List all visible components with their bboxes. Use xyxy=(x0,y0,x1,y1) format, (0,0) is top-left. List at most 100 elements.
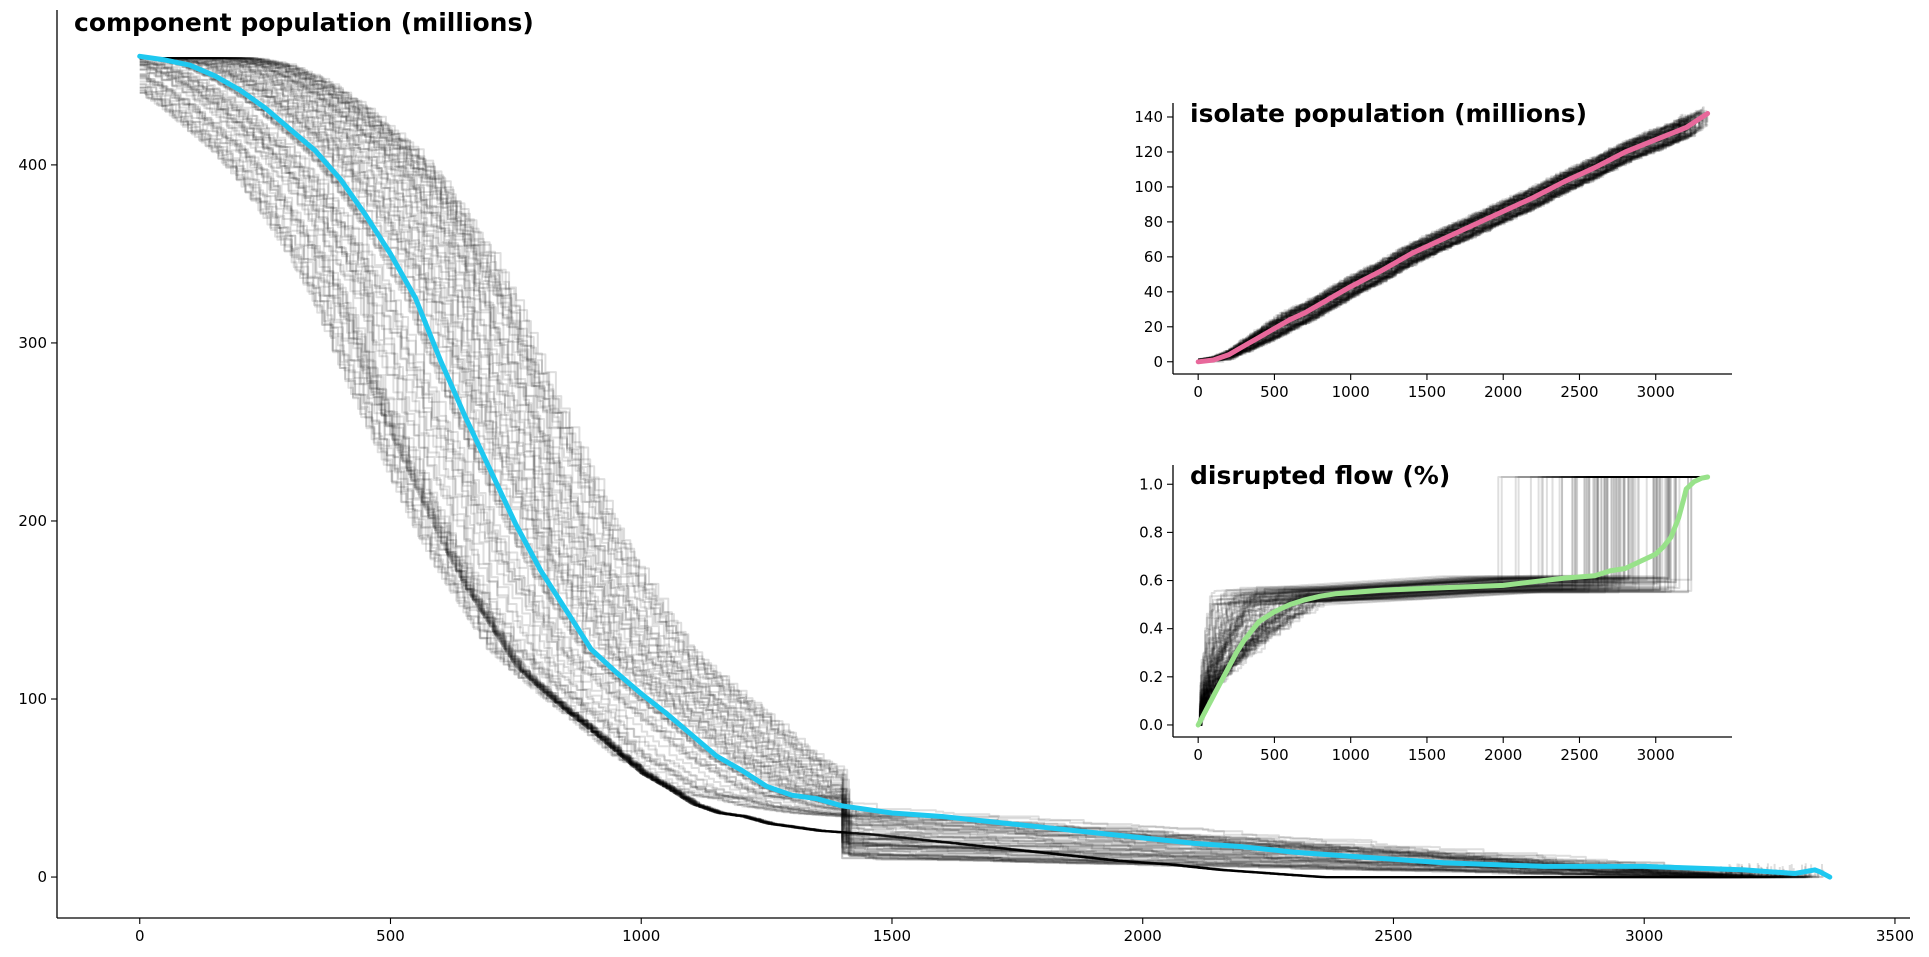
isolate-y-tick-label: 60 xyxy=(1144,248,1163,266)
isolate-trace-line xyxy=(1198,114,1689,363)
main-trace-line xyxy=(139,57,1778,879)
isolate-trace-line xyxy=(1198,121,1693,363)
main-trace-line xyxy=(139,91,1743,879)
flow-trace-line xyxy=(1198,476,1686,726)
main-chart: 0 500 1000 1500 2000 2500 3000 3500010020030040… xyxy=(18,8,1914,945)
isolate-trace-line xyxy=(1198,122,1686,363)
main-trace-line xyxy=(139,73,1817,878)
isolate-trace-line xyxy=(1198,115,1687,361)
main-trace-line xyxy=(139,91,1769,879)
main-trace-line xyxy=(139,63,1764,879)
flow-trace-line xyxy=(1198,476,1696,725)
isolate-trace-line xyxy=(1198,114,1693,361)
main-trace-line xyxy=(139,60,1751,878)
isolate-chart-title: isolate population (millions) xyxy=(1190,99,1587,128)
main-trace-line xyxy=(139,57,1795,877)
isolate-trace-line xyxy=(1198,124,1691,363)
isolate-trace-line xyxy=(1198,122,1686,363)
main-trace-line xyxy=(139,57,1744,879)
isolate-mean-line xyxy=(1195,111,1711,365)
isolate-trace-line xyxy=(1198,117,1682,362)
main-trace-line xyxy=(139,63,1729,879)
isolate-trace-line xyxy=(1198,120,1689,362)
isolate-y-tick-label: 40 xyxy=(1144,283,1163,301)
flow-trace-line xyxy=(1198,476,1684,725)
flow-x-tick-label: 2500 xyxy=(1560,746,1598,764)
flow-trace-line xyxy=(1198,476,1691,726)
main-trace-line xyxy=(139,57,1782,879)
flow-trace-line xyxy=(1198,476,1688,722)
isolate-trace-line xyxy=(1198,124,1684,361)
isolate-trace-line xyxy=(1198,124,1709,363)
main-x-tick-label: 0 xyxy=(135,927,145,945)
isolate-trace-line xyxy=(1198,117,1692,363)
flow-trace-line xyxy=(1198,476,1688,726)
flow-trace-line xyxy=(1198,476,1698,724)
main-trace-line xyxy=(139,57,1763,878)
main-trace-line xyxy=(139,59,1760,878)
isolate-trace-line xyxy=(1198,116,1682,363)
main-y-tick-label: 400 xyxy=(18,156,47,174)
isolate-trace-line xyxy=(1198,126,1702,363)
flow-trace-line xyxy=(1198,476,1679,725)
flow-trace-line xyxy=(1198,476,1698,724)
flow-trace-line xyxy=(1198,476,1679,725)
isolate-x-tick-label: 2500 xyxy=(1560,383,1598,401)
flow-trace-line xyxy=(1198,476,1699,721)
isolate-trace-line xyxy=(1198,114,1692,363)
main-trace-line xyxy=(139,57,1793,879)
main-trace-line xyxy=(139,57,1769,877)
main-trace-line xyxy=(139,61,1813,879)
main-y-tick-label: 300 xyxy=(18,334,47,352)
flow-trace-line xyxy=(1198,476,1694,726)
isolate-trace-line xyxy=(1198,126,1706,363)
flow-trace-line xyxy=(1198,476,1684,726)
main-chart-title: component population (millions) xyxy=(74,8,534,37)
isolate-trace-line xyxy=(1198,124,1682,363)
main-trace-line xyxy=(139,57,1728,879)
flow-x-tick-label: 2000 xyxy=(1484,746,1522,764)
main-trace-line xyxy=(139,57,1756,877)
isolate-trace-line xyxy=(1198,110,1702,361)
flow-y-tick-label: 0.2 xyxy=(1139,668,1163,686)
main-trace-line xyxy=(139,57,1809,879)
main-y-tick-label: 200 xyxy=(18,512,47,530)
main-trace-line xyxy=(139,76,1724,879)
isolate-trace-line xyxy=(1198,118,1688,362)
main-trace-line xyxy=(139,57,1753,877)
isolate-trace-line xyxy=(1198,115,1690,361)
isolate-y-tick-label: 100 xyxy=(1134,178,1163,196)
main-x-tick-label: 3000 xyxy=(1625,927,1663,945)
main-mean-line xyxy=(137,53,1833,880)
main-trace-line xyxy=(139,77,1733,879)
main-x-tick-label: 2000 xyxy=(1124,927,1162,945)
main-trace-line xyxy=(139,57,1753,876)
isolate-y-tick-label: 80 xyxy=(1144,213,1163,231)
flow-trace-line xyxy=(1198,476,1683,725)
flow-trace-line xyxy=(1198,476,1694,726)
isolate-trace-line xyxy=(1198,112,1700,361)
flow-y-tick-label: 0.8 xyxy=(1139,523,1163,541)
main-trace-line xyxy=(139,57,1807,879)
isolate-trace-line xyxy=(1198,127,1695,363)
isolate-y-tick-label: 20 xyxy=(1144,318,1163,336)
main-trace-line xyxy=(139,91,1737,879)
flow-trace-line xyxy=(1198,476,1690,726)
isolate-trace-line xyxy=(1198,121,1701,363)
main-trace-line xyxy=(139,57,1778,879)
main-trace-line xyxy=(139,75,1784,879)
flow-chart: 0 500 1000 1500 2000 2500 3000 0.0 0.2 0.4 0.6 0.8 1… xyxy=(1139,461,1732,764)
isolate-trace-line xyxy=(1198,106,1705,363)
main-trace-line xyxy=(139,73,1823,879)
flow-trace-line xyxy=(1198,476,1691,726)
isolate-trace-line xyxy=(1198,128,1692,362)
isolate-trace-line xyxy=(1198,115,1689,363)
isolate-trace-line xyxy=(1198,109,1703,362)
isolate-trace-line xyxy=(1198,116,1697,363)
isolate-trace-line xyxy=(1198,119,1681,363)
main-trace-line xyxy=(139,57,1785,879)
main-trace-line xyxy=(139,57,1753,879)
isolate-trace-line xyxy=(1198,127,1682,361)
main-trace-line xyxy=(139,57,1811,878)
